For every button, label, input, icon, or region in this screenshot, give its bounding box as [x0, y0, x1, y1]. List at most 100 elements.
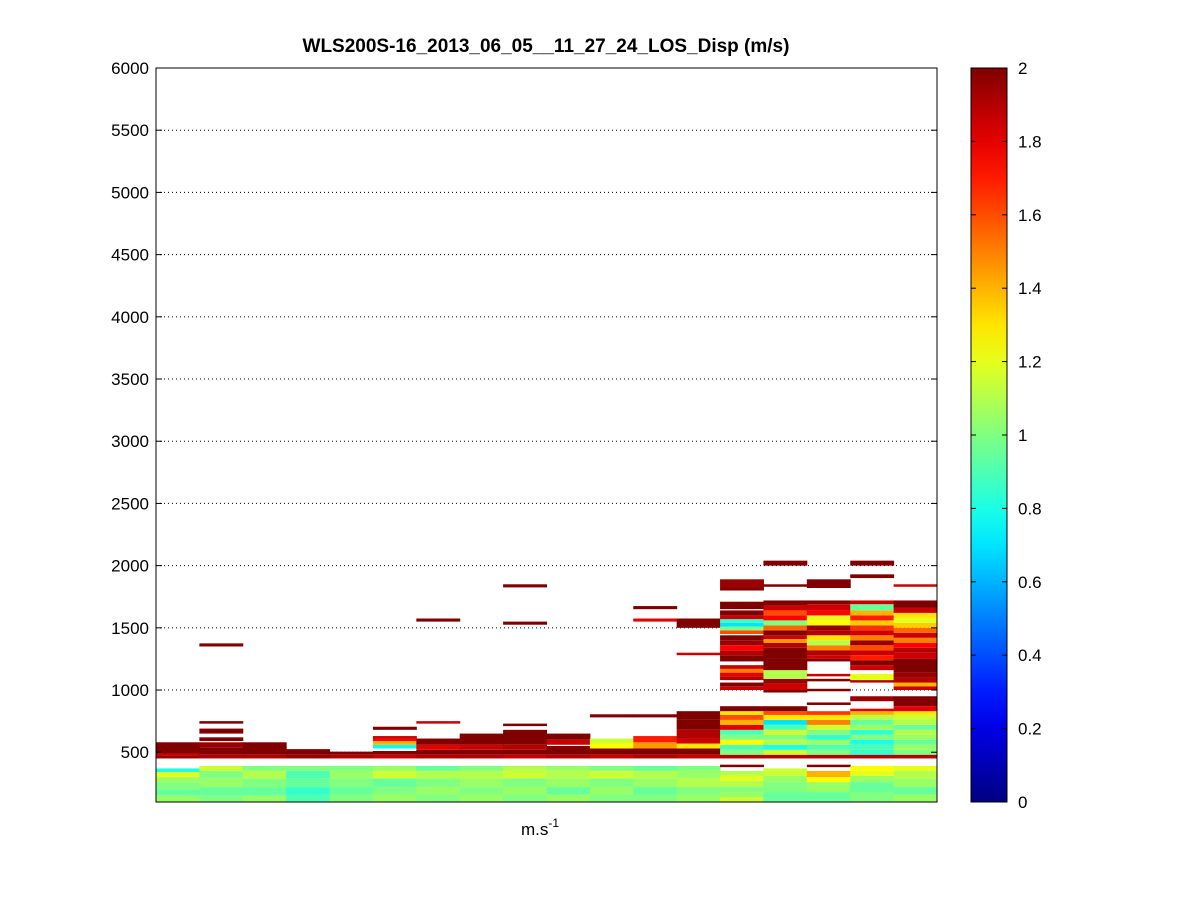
heatmap-cell: [893, 787, 938, 795]
heatmap-cell: [720, 749, 764, 755]
heatmap-cell: [763, 729, 808, 735]
heatmap-cell: [763, 724, 808, 730]
heatmap-cell: [806, 719, 851, 725]
heatmap-cell: [763, 768, 808, 776]
heatmap-cell: [850, 708, 895, 712]
heatmap-cell: [763, 610, 808, 616]
heatmap-cell: [720, 706, 764, 712]
colorbar-tick-label: 1.4: [1018, 279, 1042, 298]
heatmap-cell: [676, 738, 721, 744]
heatmap-cell: [720, 665, 764, 669]
heatmap-cell: [806, 764, 851, 768]
heatmap-cell: [503, 770, 547, 779]
heatmap-cell: [763, 792, 808, 802]
heatmap-cell: [763, 600, 808, 606]
x-axis-label: m.s-1: [521, 816, 559, 839]
heatmap-cell: [546, 778, 591, 788]
heatmap-cell: [893, 600, 938, 608]
heatmap-cell: [286, 749, 331, 755]
heatmap-cell: [372, 744, 417, 749]
heatmap-cell: [720, 601, 764, 610]
heatmap-cell: [893, 607, 938, 613]
heatmap-cell: [893, 677, 938, 683]
heatmap-cell: [416, 749, 461, 755]
colorbar-tick-label: 1.6: [1018, 206, 1042, 225]
heatmap-cell: [763, 739, 808, 745]
heatmap-cell: [372, 794, 417, 802]
heatmap-cell: [329, 754, 374, 759]
heatmap-cell: [676, 770, 721, 779]
heatmap-cell: [416, 721, 461, 724]
heatmap-cell: [806, 744, 851, 750]
heatmap-cell: [806, 754, 851, 759]
y-tick-label: 1000: [111, 681, 149, 700]
heatmap-cell: [720, 650, 764, 656]
heatmap-cell: [199, 643, 244, 647]
heatmap-cell: [763, 749, 808, 755]
heatmap-cell: [329, 778, 374, 788]
heatmap-cell: [850, 574, 895, 579]
heatmap-cell: [893, 794, 938, 802]
heatmap-cell: [763, 605, 808, 611]
heatmap-cell: [806, 604, 851, 611]
heatmap-cell: [850, 610, 895, 616]
heatmap-cell: [893, 584, 938, 587]
heatmap-cell: [156, 742, 200, 754]
heatmap-cell: [720, 626, 764, 631]
heatmap-cell: [372, 765, 417, 771]
heatmap-cell: [459, 744, 504, 750]
heatmap-cell: [720, 619, 764, 623]
heatmap-cell: [850, 724, 895, 730]
heatmap-cell: [199, 787, 244, 796]
heatmap-cell: [416, 770, 461, 779]
colorbar-tick-label: 1.8: [1018, 132, 1042, 151]
heatmap-cell: [416, 778, 461, 788]
heatmap-cell: [589, 714, 634, 718]
heatmap-cell: [850, 673, 895, 681]
colorbar-tick-label: 0: [1018, 793, 1027, 812]
heatmap-cell: [286, 787, 331, 795]
heatmap-cell: [199, 765, 244, 771]
heatmap-cell: [720, 797, 764, 802]
heatmap-cell: [503, 744, 547, 750]
y-tick-label: 4000: [111, 308, 149, 327]
heatmap-cell: [329, 751, 374, 755]
heatmap-cell: [546, 770, 591, 779]
heatmap-cell: [503, 778, 547, 788]
heatmap-cell: [372, 738, 417, 742]
chart-title: WLS200S-16_2013_06_05__11_27_24_LOS_Disp…: [303, 36, 790, 57]
heatmap-cell: [763, 560, 808, 566]
heatmap-cell: [676, 787, 721, 795]
heatmap-cell: [893, 754, 938, 759]
heatmap-cell: [676, 743, 721, 749]
heatmap-cell: [720, 780, 764, 788]
y-tick-label: 4500: [111, 246, 149, 265]
heatmap-cell: [806, 729, 851, 735]
heatmap-cell: [720, 645, 764, 651]
heatmap-cell: [633, 714, 678, 718]
heatmap-cell: [199, 778, 244, 788]
heatmap-cell: [633, 778, 678, 788]
heatmap-cell: [199, 754, 244, 759]
heatmap-cell: [893, 647, 938, 653]
heatmap-cell: [850, 604, 895, 611]
heatmap-cell: [806, 625, 851, 631]
heatmap-cell: [416, 794, 461, 802]
heatmap-cell: [589, 794, 634, 802]
heatmap-cell: [242, 742, 287, 755]
heatmap-cell: [546, 733, 591, 740]
y-tick-labels: 500 1000 1500 2000 2500 3000 3500 4000 4500 5000 5…: [111, 59, 149, 762]
heatmap-cell: [763, 615, 808, 621]
heatmap-cell: [416, 765, 461, 771]
heatmap-cell: [720, 754, 764, 759]
heatmap-cell: [720, 775, 764, 781]
heatmap-cell: [633, 748, 678, 755]
heatmap-cell: [676, 748, 721, 755]
heatmap-cell: [199, 795, 244, 802]
heatmap-cell: [850, 615, 895, 621]
heatmap-cell: [850, 625, 895, 631]
heatmap-cell: [720, 729, 764, 735]
heatmap-cell: [416, 738, 461, 745]
heatmap-cell: [676, 652, 721, 656]
heatmap-cell: [199, 747, 244, 755]
